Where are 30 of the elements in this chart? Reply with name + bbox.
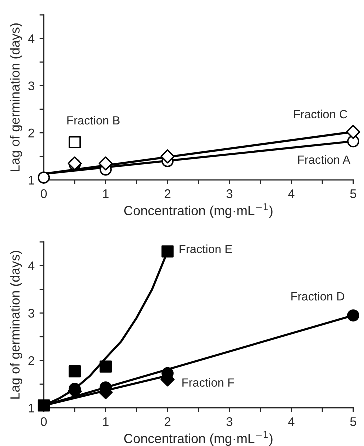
y-axis-title: Lag of germination (days) bbox=[10, 24, 23, 172]
x-tick-label: 4 bbox=[288, 190, 295, 198]
x-tick-label: 1 bbox=[103, 190, 109, 198]
y-tick-label: 2 bbox=[28, 356, 34, 366]
y-tick-label: 1 bbox=[29, 404, 34, 413]
x-tick-label: 1 bbox=[103, 418, 109, 426]
x-tick-label: 2 bbox=[164, 190, 171, 198]
series-label: Fraction B bbox=[68, 116, 120, 125]
x-tick-label: 4 bbox=[288, 418, 295, 426]
y-axis-title: Lag of germination (days) bbox=[10, 251, 23, 399]
series-label: Fraction D bbox=[292, 292, 345, 301]
x-tick-label: 3 bbox=[226, 417, 233, 426]
x-tick-label: 5 bbox=[350, 190, 356, 198]
series-label: Fraction A bbox=[298, 155, 351, 164]
series-label: Fraction C bbox=[294, 110, 348, 119]
y-tick-label: 4 bbox=[28, 34, 35, 44]
x-tick-label: 5 bbox=[350, 418, 356, 426]
y-tick-label: 3 bbox=[28, 82, 34, 91]
y-tick-label: 2 bbox=[28, 128, 34, 138]
x-tick-label: 2 bbox=[164, 417, 171, 426]
x-tick-label: 3 bbox=[226, 190, 233, 198]
y-tick-label: 4 bbox=[28, 262, 35, 270]
series-label: Fraction E bbox=[180, 244, 232, 254]
series-label: Fraction F bbox=[182, 378, 234, 387]
x-tick-label: 0 bbox=[41, 190, 48, 198]
x-axis-title: Concentration (mg·mL$^{−1}$) bbox=[124, 204, 273, 218]
y-tick-label: 3 bbox=[28, 309, 34, 318]
x-tick-label: 0 bbox=[41, 417, 48, 426]
x-axis-title: Concentration (mg·mL$^{−1}$) bbox=[124, 432, 273, 446]
y-tick-label: 1 bbox=[29, 176, 34, 185]
